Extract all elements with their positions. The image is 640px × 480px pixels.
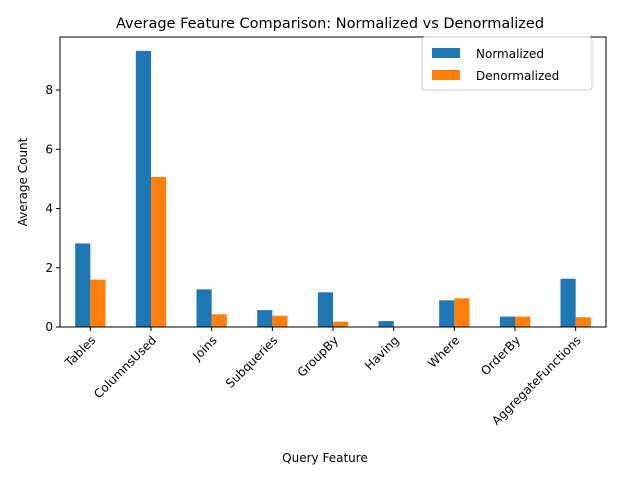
- legend-label-denormalized: Denormalized: [476, 69, 559, 83]
- bar-normalized-where: [439, 300, 455, 327]
- bar-normalized-subqueries: [257, 310, 273, 327]
- x-tick-label-where: Where: [425, 333, 462, 370]
- legend-swatch-normalized: [432, 48, 460, 58]
- y-tick-label: 8: [45, 83, 53, 97]
- bar-denormalized-where: [454, 298, 470, 327]
- legend-label-normalized: Normalized: [476, 47, 544, 61]
- bar-normalized-tables: [75, 243, 91, 327]
- bar-denormalized-orderby: [515, 316, 531, 327]
- y-axis-ticks: 0 2 4 6 8: [45, 83, 60, 334]
- y-tick-label: 0: [45, 320, 53, 334]
- legend: Normalized Denormalized: [421, 36, 593, 91]
- x-tick-label-columnsused: ColumnsUsed: [91, 333, 159, 401]
- legend-swatch-denormalized: [432, 70, 460, 80]
- y-tick-label: 4: [45, 202, 53, 216]
- x-tick-label-having: Having: [362, 333, 402, 373]
- bar-denormalized-aggregatefunctions: [575, 317, 591, 327]
- chart-title: Average Feature Comparison: Normalized v…: [116, 16, 544, 32]
- bar-normalized-having: [378, 321, 394, 327]
- x-tick-label-tables: Tables: [61, 333, 98, 370]
- bar-normalized-groupby: [317, 292, 333, 327]
- bar-normalized-orderby: [499, 316, 515, 327]
- bar-denormalized-subqueries: [272, 315, 288, 327]
- x-tick-label-orderby: OrderBy: [478, 333, 523, 378]
- y-tick-label: 6: [45, 142, 53, 156]
- x-tick-label-groupby: GroupBy: [295, 333, 342, 380]
- y-axis-title: Average Count: [16, 137, 30, 226]
- y-tick-label: 2: [45, 261, 53, 275]
- x-tick-label-subqueries: Subqueries: [223, 333, 281, 391]
- bar-denormalized-tables: [90, 279, 106, 327]
- x-tick-label-joins: Joins: [189, 333, 219, 363]
- bar-denormalized-columnsused: [151, 176, 167, 327]
- x-axis-title: Query Feature: [282, 451, 368, 465]
- plot-frame: [59, 36, 607, 328]
- bar-normalized-joins: [196, 289, 212, 327]
- bars-group: [75, 50, 591, 328]
- bar-normalized-columnsused: [135, 50, 151, 328]
- legend-box: [421, 36, 593, 91]
- bar-denormalized-groupby: [333, 321, 349, 327]
- bar-normalized-aggregatefunctions: [560, 278, 576, 327]
- bar-denormalized-joins: [211, 314, 227, 327]
